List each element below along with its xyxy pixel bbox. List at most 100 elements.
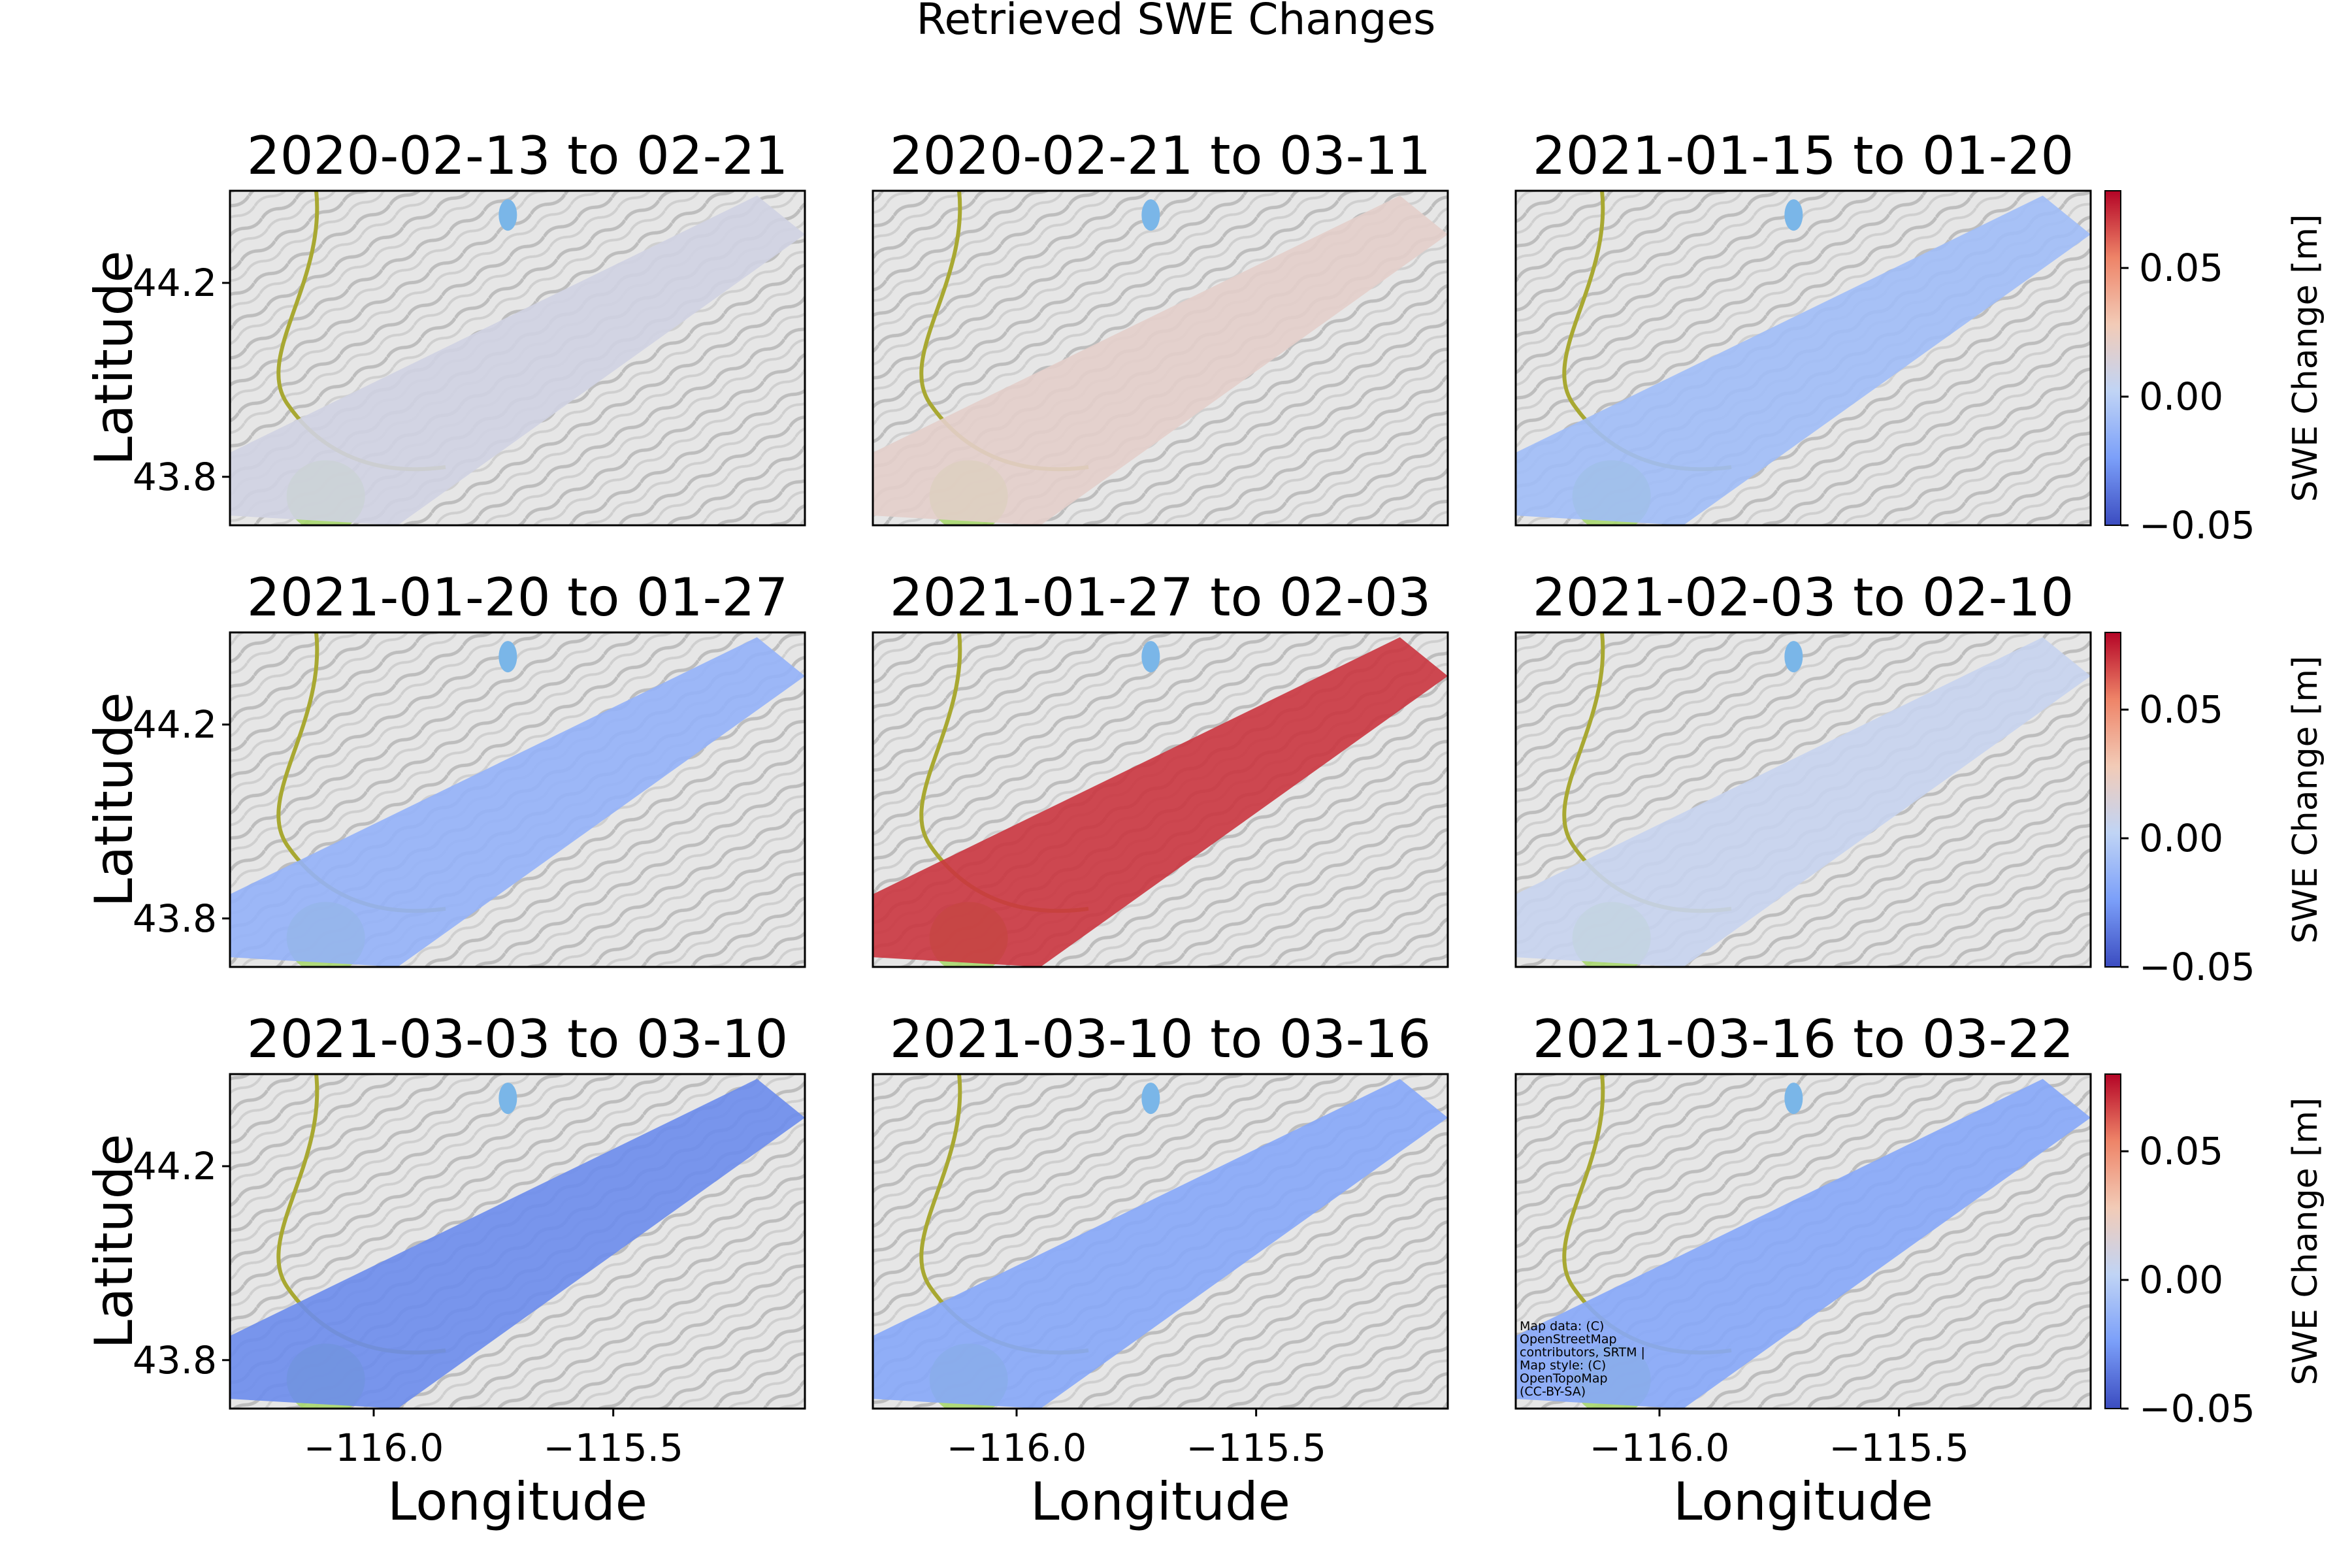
panel-frame: [229, 631, 806, 968]
lake: [1141, 199, 1160, 231]
y-tick-label: 44.2: [133, 1144, 217, 1188]
x-tick-label: −116.0: [1590, 1426, 1730, 1470]
swe-swath: [230, 637, 805, 967]
panel-frame: [1514, 1073, 2092, 1410]
panel-3: 2021-01-15 to 01-20: [1514, 125, 2092, 527]
panel-title: 2021-01-27 to 02-03: [890, 567, 1431, 628]
x-tick-label: −115.5: [543, 1426, 683, 1470]
x-tick-label: −116.0: [304, 1426, 444, 1470]
swe-swath: [230, 195, 805, 525]
x-axis-label: Longitude: [1030, 1471, 1290, 1532]
map-attribution: Map style: (C): [1520, 1358, 1606, 1373]
colorbar-tick-label: 0.00: [2139, 816, 2223, 860]
colorbar-group: 0.05 0.00 −0.05 SWE Change [m] 0.05 0.00 −0.05…: [2104, 190, 2325, 1431]
y-axis-label: Latitude: [84, 1134, 144, 1348]
swe-swath: [230, 1079, 805, 1409]
colorbar-2: 0.05 0.00 −0.05 SWE Change [m]: [2104, 632, 2325, 989]
x-axis-label: Longitude: [387, 1471, 647, 1532]
colorbar-label: SWE Change [m]: [2286, 656, 2325, 944]
panel-title: 2021-01-15 to 01-20: [1533, 125, 2074, 186]
colorbar-label: SWE Change [m]: [2286, 214, 2325, 502]
colorbar-label: SWE Change [m]: [2286, 1098, 2325, 1386]
colorbar-strip: [2104, 632, 2121, 968]
colorbar-1: 0.05 0.00 −0.05 SWE Change [m]: [2104, 190, 2325, 547]
swe-swath: [873, 195, 1448, 525]
colorbar-tick-label: 0.00: [2139, 374, 2223, 419]
panel-title: 2021-02-03 to 02-10: [1533, 567, 2074, 628]
panel-map: [1516, 632, 2091, 967]
lake: [1784, 641, 1803, 673]
panel-map: [873, 1074, 1448, 1409]
panel-frame: [872, 631, 1449, 968]
panel-frame: [229, 1073, 806, 1410]
panel-map: [873, 632, 1448, 967]
lake: [498, 199, 517, 231]
map-attribution: (CC-BY-SA): [1520, 1384, 1586, 1399]
panel-map: [1516, 1074, 2091, 1409]
panel-9: 2021-03-16 to 03-22 −116.0 −115.5Longitude…: [1514, 1009, 2092, 1532]
lake: [1784, 199, 1803, 231]
colorbar-tick-label: 0.05: [2139, 687, 2223, 732]
map-attribution: contributors, SRTM |: [1520, 1345, 1645, 1360]
y-axis-label: Latitude: [84, 692, 144, 907]
panel-map: [230, 632, 805, 967]
colorbar-tick-label: −0.05: [2139, 503, 2255, 547]
panel-frame: [229, 189, 806, 527]
swe-swath: [1516, 1079, 2091, 1409]
map-attribution: Map data: (C): [1520, 1319, 1604, 1333]
y-tick-label: 43.8: [133, 896, 217, 941]
y-tick-label: 44.2: [133, 702, 217, 747]
panel-title: 2021-03-16 to 03-22: [1533, 1009, 2074, 1070]
panel-grid: 2020-02-13 to 02-2143.844.2Latitude2020-…: [84, 125, 2092, 1532]
y-tick-label: 43.8: [133, 455, 217, 499]
panel-frame: [1514, 631, 2092, 968]
x-axis-label: Longitude: [1673, 1471, 1933, 1532]
colorbar-tick-label: 0.05: [2139, 246, 2223, 290]
panel-5: 2021-01-27 to 02-03: [872, 567, 1449, 968]
y-tick-label: 43.8: [133, 1338, 217, 1382]
lake: [1141, 1083, 1160, 1115]
y-axis-label: Latitude: [84, 250, 144, 465]
panel-title: 2020-02-21 to 03-11: [890, 125, 1431, 186]
panel-title: 2021-03-03 to 03-10: [247, 1009, 789, 1070]
swe-swath: [1516, 195, 2091, 525]
lake: [498, 641, 517, 673]
panel-frame: [872, 1073, 1449, 1410]
colorbar-tick-label: 0.05: [2139, 1129, 2223, 1173]
swe-swath: [873, 1079, 1448, 1409]
panel-map: [873, 191, 1448, 525]
lake: [1141, 641, 1160, 673]
panel-map: [230, 1074, 805, 1409]
swe-swath: [873, 637, 1448, 967]
map-attribution: OpenStreetMap: [1520, 1332, 1617, 1347]
panel-title: 2020-02-13 to 02-21: [247, 125, 789, 186]
panel-title: 2021-01-20 to 01-27: [247, 567, 789, 628]
panel-frame: [872, 189, 1449, 527]
colorbar-tick-label: −0.05: [2139, 945, 2255, 989]
panel-6: 2021-02-03 to 02-10: [1514, 567, 2092, 968]
lake: [498, 1083, 517, 1115]
colorbar-tick-label: 0.00: [2139, 1258, 2223, 1302]
colorbar-tick-label: −0.05: [2139, 1386, 2255, 1431]
colorbar-strip: [2104, 1073, 2121, 1409]
figure-title: Retrieved SWE Changes: [917, 0, 1436, 44]
colorbar-3: 0.05 0.00 −0.05 SWE Change [m]: [2104, 1073, 2325, 1431]
map-attribution: OpenTopoMap: [1520, 1371, 1608, 1386]
x-tick-label: −115.5: [1186, 1426, 1326, 1470]
swe-swath: [1516, 637, 2091, 967]
panel-frame: [1514, 189, 2092, 527]
colorbar-strip: [2104, 190, 2121, 526]
panel-title: 2021-03-10 to 03-16: [890, 1009, 1431, 1070]
x-tick-label: −115.5: [1829, 1426, 1969, 1470]
panel-map: [1516, 191, 2091, 525]
x-tick-label: −116.0: [947, 1426, 1087, 1470]
lake: [1784, 1083, 1803, 1115]
y-tick-label: 44.2: [133, 261, 217, 305]
panel-2: 2020-02-21 to 03-11: [872, 125, 1449, 527]
panel-map: [230, 191, 805, 525]
